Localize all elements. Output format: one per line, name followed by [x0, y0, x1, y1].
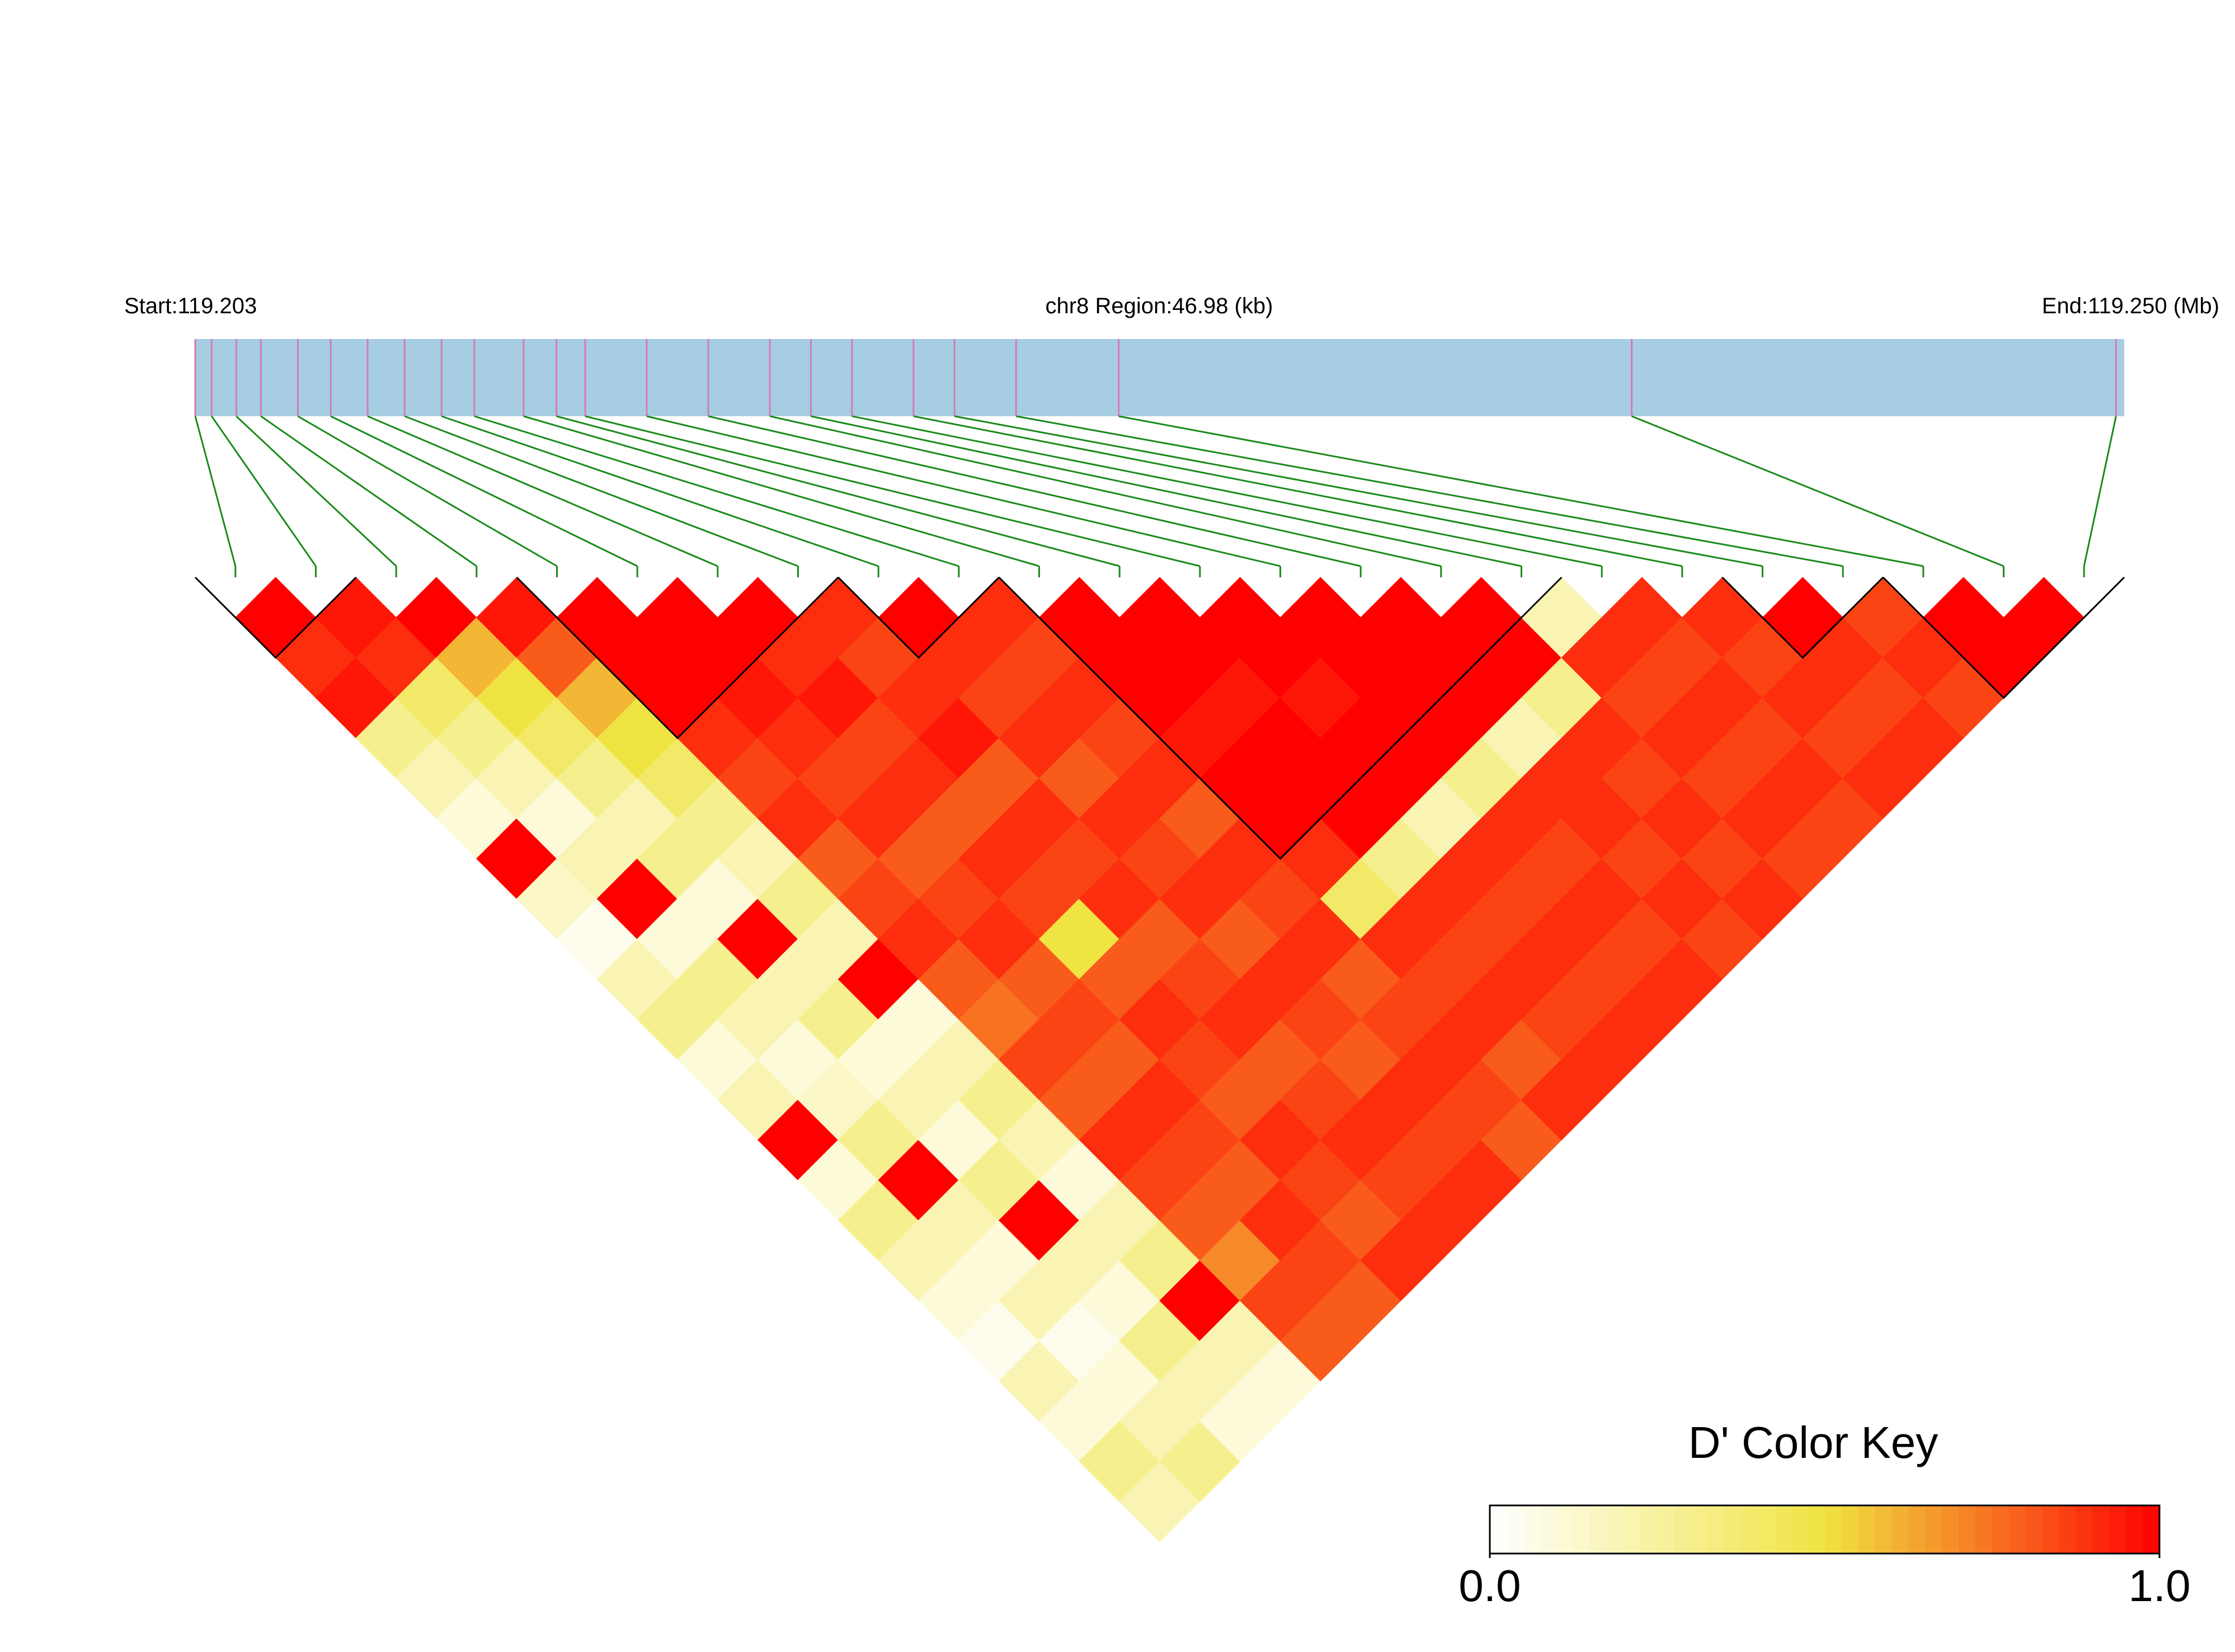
- color-key-swatch: [1858, 1505, 1876, 1554]
- snp-connector: [556, 415, 1120, 567]
- color-key-swatch: [1624, 1505, 1641, 1554]
- snp-connector: [474, 415, 959, 567]
- snp-connector: [769, 415, 1442, 567]
- haplotype-block: [998, 576, 1563, 860]
- color-key-swatch: [2109, 1505, 2127, 1554]
- color-key-swatch: [1556, 1505, 1574, 1554]
- color-key-swatch: [1657, 1505, 1675, 1554]
- color-key-swatch: [1841, 1505, 1859, 1554]
- color-key-swatch: [2092, 1505, 2110, 1554]
- color-key-swatch: [1640, 1505, 1658, 1554]
- color-key-swatch: [1992, 1505, 2010, 1554]
- color-key-swatch: [1875, 1505, 1893, 1554]
- color-key-swatch: [1975, 1505, 1993, 1554]
- snp-connector: [260, 415, 477, 567]
- color-key-swatch: [1724, 1505, 1742, 1554]
- snp-connector: [523, 415, 1039, 567]
- color-key-swatch: [1757, 1505, 1775, 1554]
- snp-connector: [954, 415, 1763, 567]
- color-key-swatch: [2126, 1505, 2144, 1554]
- color-key-swatch: [1506, 1505, 1524, 1554]
- color-key-swatch: [1540, 1505, 1558, 1554]
- haplotype-block: [1882, 576, 2125, 699]
- region-label: chr8 Region:46.98 (kb): [1046, 294, 1273, 318]
- color-key-swatch: [1490, 1505, 1507, 1554]
- color-key-swatch: [1958, 1505, 1976, 1554]
- haplotype-block: [837, 576, 1000, 659]
- start-label: Start:119.203: [124, 294, 257, 318]
- snp-connector: [708, 415, 1361, 567]
- snp-connector: [194, 416, 237, 567]
- color-key-swatch: [1607, 1505, 1625, 1554]
- snp-connector: [811, 415, 1522, 567]
- snp-connector: [211, 416, 317, 567]
- color-key-swatch: [1808, 1505, 1825, 1554]
- color-key-swatch: [1774, 1505, 1792, 1554]
- color-key-swatch: [1908, 1505, 1926, 1554]
- snp-connector: [1631, 415, 2005, 567]
- snp-connector: [404, 415, 799, 567]
- haplotype-block: [194, 576, 357, 659]
- color-key-swatch: [1691, 1505, 1709, 1554]
- color-key-swatch: [1573, 1505, 1591, 1554]
- color-key-swatch: [1824, 1505, 1842, 1554]
- color-key-swatch: [1791, 1505, 1809, 1554]
- color-key-swatch: [1740, 1505, 1758, 1554]
- haplotype-block: [1721, 576, 1884, 659]
- snp-connector: [441, 415, 879, 567]
- color-key-swatch: [1523, 1505, 1541, 1554]
- color-key-title: D' Color Key: [1688, 1418, 1938, 1467]
- region-bar: [195, 339, 2124, 416]
- color-key-swatch: [1891, 1505, 1909, 1554]
- color-key-swatch: [1925, 1505, 1942, 1554]
- color-key-swatch: [2025, 1505, 2043, 1554]
- snp-connector: [851, 415, 1602, 567]
- color-key-swatch: [1590, 1505, 1608, 1554]
- color-key-tick-label: 0.0: [1458, 1561, 1521, 1611]
- snp-connector: [297, 415, 558, 567]
- snp-connector: [1015, 415, 1843, 567]
- color-key-border: [1489, 1504, 2161, 1555]
- color-key-swatch: [2076, 1505, 2093, 1554]
- snp-connector: [236, 415, 397, 567]
- color-key-swatch: [2008, 1505, 2026, 1554]
- color-key-tick-label: 1.0: [2128, 1561, 2190, 1611]
- snp-connector: [585, 415, 1201, 567]
- snp-connector: [367, 415, 718, 567]
- color-key-swatch: [1674, 1505, 1692, 1554]
- color-key-swatch: [2059, 1505, 2077, 1554]
- snp-connector: [646, 415, 1281, 567]
- color-key-swatch: [1941, 1505, 1959, 1554]
- snp-connector: [1118, 415, 1924, 567]
- color-key-swatch: [2143, 1505, 2160, 1554]
- snp-connector: [913, 415, 1683, 567]
- snp-connector: [2083, 416, 2117, 567]
- snp-connector: [330, 415, 638, 567]
- color-key-swatch: [1707, 1505, 1725, 1554]
- color-key-swatch: [2042, 1505, 2060, 1554]
- end-label: End:119.250 (Mb): [2042, 294, 2219, 318]
- haplotype-block: [516, 576, 839, 740]
